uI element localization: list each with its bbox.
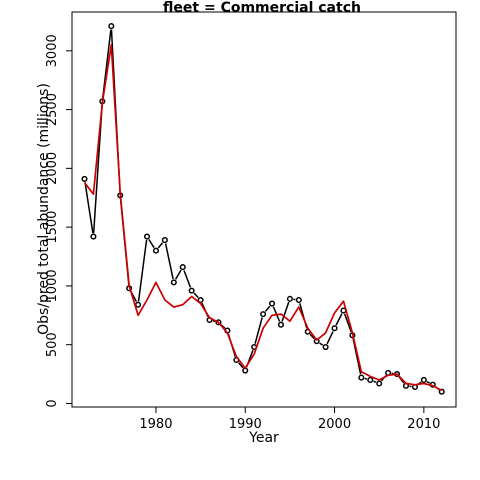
observed-point <box>277 321 285 328</box>
observed-segment <box>335 313 343 326</box>
observed-segment <box>183 270 192 288</box>
observed-point <box>376 380 383 387</box>
y-axis: 0 500 1000 1500 2000 2500 3000 <box>45 34 73 408</box>
observed-point <box>286 295 293 302</box>
y-tick-label: 0 <box>45 399 60 407</box>
y-tick-label: 2500 <box>45 93 60 126</box>
y-tick-label: 500 <box>45 332 60 357</box>
y-tick-label: 1000 <box>45 269 60 302</box>
observed-point <box>358 374 365 381</box>
chart-title: fleet = Commercial catch <box>163 0 361 16</box>
observed-segment <box>309 333 315 340</box>
observed-segment <box>254 317 263 344</box>
observed-segment <box>343 313 352 333</box>
y-tick-label: 2000 <box>45 152 60 185</box>
series-layer <box>81 23 445 395</box>
observed-point <box>161 237 168 244</box>
observed-segment <box>164 243 174 280</box>
observed-series <box>81 23 445 395</box>
observed-segment <box>326 331 334 345</box>
observed-segment <box>373 380 377 383</box>
observed-segment <box>281 301 290 322</box>
y-axis-title: Obs/pred total abundance (millions) <box>36 83 52 335</box>
observed-point <box>170 279 177 286</box>
x-axis-title: Year <box>248 430 279 446</box>
predicted-line <box>83 44 443 392</box>
observed-point <box>81 175 88 182</box>
x-tick-label: 1990 <box>229 417 262 432</box>
observed-point <box>179 264 186 271</box>
observed-segment <box>238 362 244 369</box>
observed-point <box>188 287 195 294</box>
plot-frame <box>71 11 457 408</box>
observed-point <box>322 343 329 351</box>
observed-segment <box>157 242 164 249</box>
x-axis: 1980 1990 2000 2010 <box>139 406 440 432</box>
observed-point <box>135 301 142 308</box>
y-tick-label: 3000 <box>45 34 60 67</box>
observed-segment <box>426 380 431 384</box>
observed-point <box>108 23 115 30</box>
observed-segment <box>364 377 368 380</box>
observed-segment <box>137 239 148 302</box>
x-tick-label: 2010 <box>407 417 440 432</box>
observed-point <box>260 311 267 318</box>
observed-point <box>420 376 427 384</box>
observed-segment <box>174 269 182 280</box>
observed-point <box>143 233 151 240</box>
observed-segment <box>193 292 199 298</box>
observed-point <box>268 300 276 307</box>
y-tick-label: 1500 <box>45 211 60 244</box>
observed-point <box>197 296 204 304</box>
x-tick-label: 1980 <box>139 417 172 432</box>
observed-segment <box>148 239 155 249</box>
observed-segment <box>84 182 94 234</box>
observed-point <box>295 296 302 304</box>
observed-segment <box>319 342 324 346</box>
observed-point <box>152 247 159 254</box>
observed-point <box>90 233 97 240</box>
observed-segment <box>264 305 271 312</box>
observed-point <box>367 376 374 384</box>
observed-point <box>331 325 338 332</box>
x-tick-label: 2000 <box>318 417 351 432</box>
